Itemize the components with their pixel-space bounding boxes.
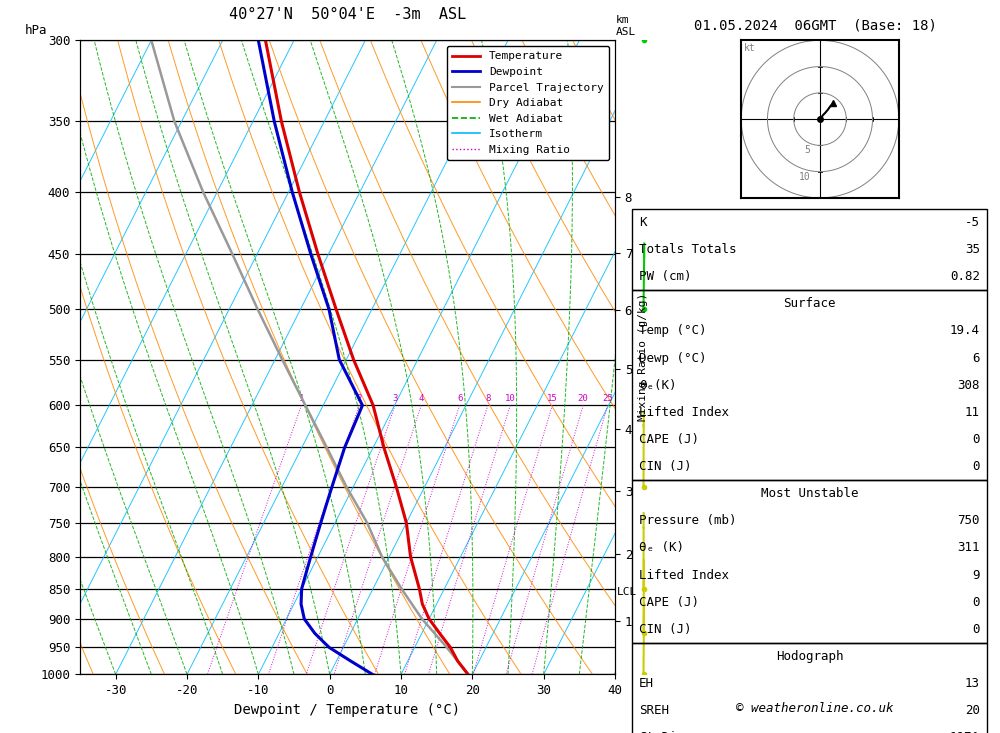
Text: 01.05.2024  06GMT  (Base: 18): 01.05.2024 06GMT (Base: 18) xyxy=(694,18,936,32)
Text: 19.4: 19.4 xyxy=(950,325,980,337)
Text: -5: -5 xyxy=(965,216,980,229)
Text: kt: kt xyxy=(744,43,756,53)
Text: Mixing Ratio (g/kg): Mixing Ratio (g/kg) xyxy=(638,293,648,421)
Text: CAPE (J): CAPE (J) xyxy=(639,596,699,608)
Text: Temp (°C): Temp (°C) xyxy=(639,325,706,337)
Text: 5: 5 xyxy=(804,145,810,155)
Text: 20: 20 xyxy=(965,704,980,717)
Text: θₑ (K): θₑ (K) xyxy=(639,542,684,554)
Text: 8: 8 xyxy=(485,394,490,403)
Text: Lifted Index: Lifted Index xyxy=(639,406,729,419)
Text: PW (cm): PW (cm) xyxy=(639,270,692,283)
Text: © weatheronline.co.uk: © weatheronline.co.uk xyxy=(736,701,894,715)
Text: Dewp (°C): Dewp (°C) xyxy=(639,352,706,364)
Text: 6: 6 xyxy=(972,352,980,364)
Text: 750: 750 xyxy=(958,515,980,527)
Text: 10: 10 xyxy=(505,394,516,403)
Text: Surface: Surface xyxy=(783,298,836,310)
Text: 4: 4 xyxy=(419,394,424,403)
Text: CAPE (J): CAPE (J) xyxy=(639,433,699,446)
Text: 13: 13 xyxy=(965,677,980,690)
Text: 40°27'N  50°04'E  -3m  ASL: 40°27'N 50°04'E -3m ASL xyxy=(229,7,466,22)
Text: 35: 35 xyxy=(965,243,980,256)
Text: StmDir: StmDir xyxy=(639,732,684,733)
X-axis label: Dewpoint / Temperature (°C): Dewpoint / Temperature (°C) xyxy=(234,703,461,717)
Text: 3: 3 xyxy=(392,394,398,403)
Text: 0: 0 xyxy=(972,433,980,446)
Text: Hodograph: Hodograph xyxy=(776,650,843,663)
Text: Lifted Index: Lifted Index xyxy=(639,569,729,581)
Text: 311: 311 xyxy=(958,542,980,554)
Text: K: K xyxy=(639,216,646,229)
Text: 1: 1 xyxy=(299,394,304,403)
Text: Totals Totals: Totals Totals xyxy=(639,243,736,256)
Text: km
ASL: km ASL xyxy=(616,15,636,37)
Text: 10: 10 xyxy=(799,172,811,182)
Text: EH: EH xyxy=(639,677,654,690)
Text: CIN (J): CIN (J) xyxy=(639,623,692,636)
Text: 20: 20 xyxy=(578,394,589,403)
Text: θₑ(K): θₑ(K) xyxy=(639,379,676,391)
Legend: Temperature, Dewpoint, Parcel Trajectory, Dry Adiabat, Wet Adiabat, Isotherm, Mi: Temperature, Dewpoint, Parcel Trajectory… xyxy=(447,46,609,161)
Text: 0: 0 xyxy=(972,596,980,608)
Text: 11: 11 xyxy=(965,406,980,419)
Text: 25: 25 xyxy=(602,394,613,403)
Text: 9: 9 xyxy=(972,569,980,581)
Text: 15: 15 xyxy=(547,394,558,403)
Text: Pressure (mb): Pressure (mb) xyxy=(639,515,736,527)
Text: SREH: SREH xyxy=(639,704,669,717)
Text: CIN (J): CIN (J) xyxy=(639,460,692,473)
Text: 197°: 197° xyxy=(950,732,980,733)
Text: 2: 2 xyxy=(356,394,362,403)
Text: 6: 6 xyxy=(457,394,462,403)
Text: 308: 308 xyxy=(958,379,980,391)
Text: hPa: hPa xyxy=(25,23,48,37)
Text: 0.82: 0.82 xyxy=(950,270,980,283)
Text: 0: 0 xyxy=(972,623,980,636)
Text: 0: 0 xyxy=(972,460,980,473)
Text: Most Unstable: Most Unstable xyxy=(761,487,858,500)
Text: LCL: LCL xyxy=(617,587,637,597)
